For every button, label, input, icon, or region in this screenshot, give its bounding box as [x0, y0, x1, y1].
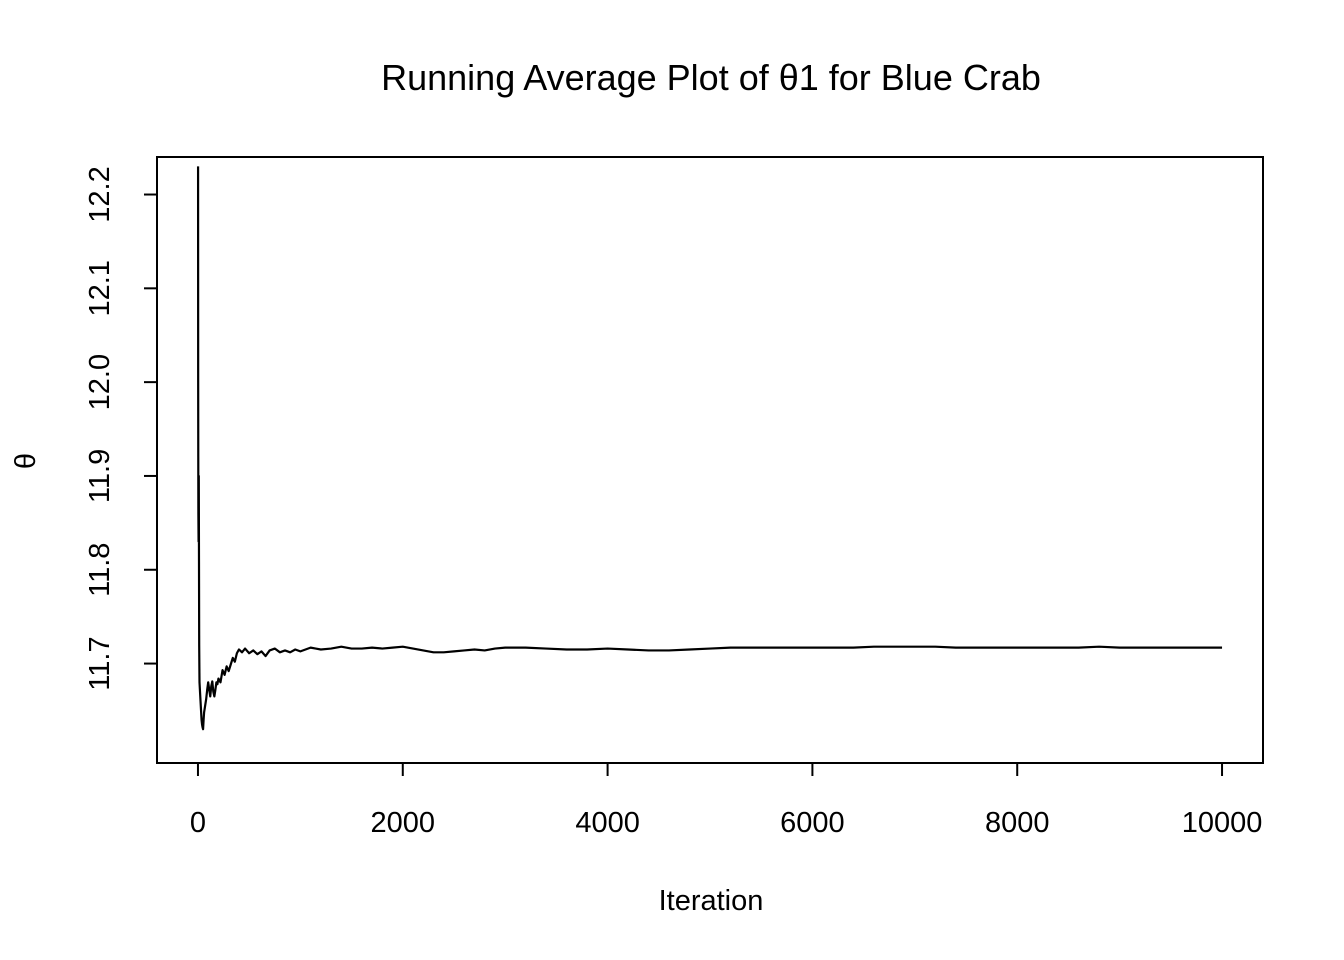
y-tick-label: 11.8 [84, 543, 116, 597]
x-tick-label: 4000 [575, 807, 640, 839]
running-average-line [196, 166, 1223, 731]
plot-frame [156, 156, 1264, 764]
x-axis-label: Iteration [659, 885, 764, 917]
x-tick-label: 10000 [1182, 807, 1263, 839]
y-tick-label: 11.7 [84, 636, 116, 690]
y-tick-label: 12.0 [84, 354, 116, 410]
y-tick-label: 11.9 [84, 449, 116, 503]
y-tick-label: 12.1 [84, 260, 116, 316]
y-axis-label: θ [10, 453, 42, 469]
x-tick-label: 0 [190, 807, 206, 839]
y-axis: 11.7 11.8 11.9 12.0 12.1 12.2 [84, 166, 158, 691]
x-tick-label: 6000 [780, 807, 845, 839]
x-tick-label: 2000 [371, 807, 436, 839]
x-tick-label: 8000 [985, 807, 1050, 839]
chart-title: Running Average Plot of θ1 for Blue Crab [381, 57, 1041, 98]
x-axis: 0 2000 4000 6000 8000 10000 [190, 762, 1263, 839]
y-tick-label: 12.2 [84, 166, 116, 222]
